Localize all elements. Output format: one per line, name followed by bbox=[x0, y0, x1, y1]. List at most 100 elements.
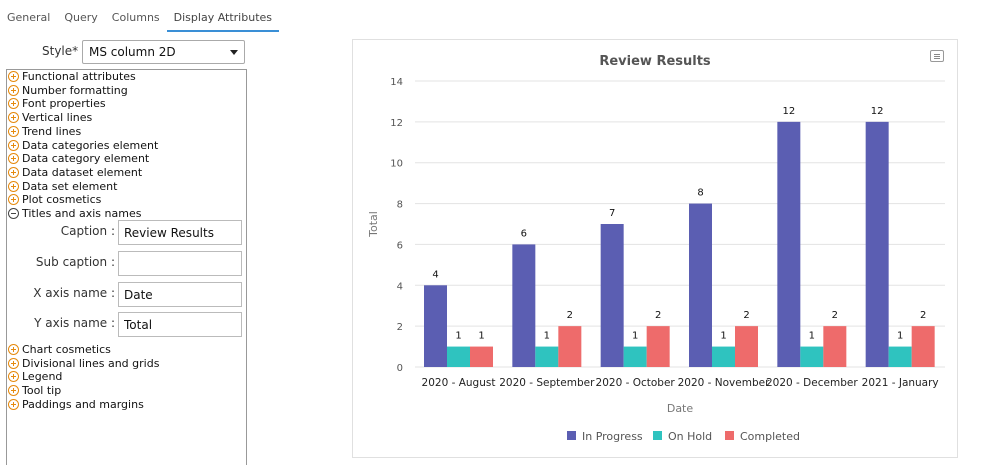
tree-item-paddings-and-margins[interactable]: Paddings and margins bbox=[8, 398, 144, 411]
chart-title: Review Results bbox=[599, 54, 711, 69]
tree-item-data-category-element[interactable]: Data category element bbox=[8, 152, 149, 165]
tree-item-label: Legend bbox=[22, 370, 63, 384]
x-tick-label: 2020 - November bbox=[678, 377, 770, 389]
data-label: 1 bbox=[455, 331, 461, 342]
expand-icon[interactable] bbox=[8, 112, 19, 124]
tree-item-functional-attributes[interactable]: Functional attributes bbox=[8, 70, 136, 83]
tree-item-data-categories-element[interactable]: Data categories element bbox=[8, 139, 158, 152]
tree-item-number-formatting[interactable]: Number formatting bbox=[8, 84, 128, 97]
legend-item: In Progress bbox=[582, 430, 643, 443]
bar-in-progress bbox=[777, 121, 801, 367]
tree-item-tool-tip[interactable]: Tool tip bbox=[8, 384, 61, 397]
expand-icon[interactable] bbox=[8, 166, 19, 178]
data-label: 12 bbox=[871, 106, 884, 117]
style-select[interactable]: MS column 2D bbox=[82, 40, 245, 64]
legend-swatch bbox=[725, 431, 734, 440]
expand-icon[interactable] bbox=[8, 194, 19, 206]
tree-item-trend-lines[interactable]: Trend lines bbox=[8, 125, 81, 138]
x-tick-label: 2020 - December bbox=[766, 377, 858, 389]
expand-icon[interactable] bbox=[8, 125, 19, 137]
x-tick-label: 2020 - August bbox=[422, 377, 496, 389]
expand-icon[interactable] bbox=[8, 98, 19, 110]
expand-icon[interactable] bbox=[8, 71, 19, 82]
y-tick-label: 4 bbox=[397, 281, 403, 292]
data-label: 1 bbox=[720, 331, 726, 342]
expand-icon[interactable] bbox=[8, 385, 19, 397]
legend-item: On Hold bbox=[668, 430, 712, 443]
data-label: 8 bbox=[697, 188, 703, 199]
chart-menu-button[interactable] bbox=[930, 50, 944, 62]
tree-item-label: Chart cosmetics bbox=[22, 343, 111, 356]
tab-query[interactable]: Query bbox=[64, 11, 98, 24]
expand-icon[interactable] bbox=[8, 139, 19, 151]
bar-completed bbox=[646, 326, 670, 367]
tree-item-label: Tool tip bbox=[22, 384, 62, 398]
bar-in-progress bbox=[424, 285, 447, 367]
tree-item-label: Font properties bbox=[22, 97, 106, 111]
tree-item-label: Plot cosmetics bbox=[22, 193, 102, 207]
expand-icon[interactable] bbox=[8, 357, 19, 369]
data-label: 1 bbox=[632, 331, 638, 342]
bar-on-hold bbox=[535, 346, 559, 367]
attributes-tree[interactable]: Functional attributes Number formatting Fo… bbox=[6, 69, 247, 465]
y-axis-name-input[interactable] bbox=[118, 312, 242, 337]
y-tick-label: 2 bbox=[397, 322, 403, 333]
data-label: 1 bbox=[897, 331, 903, 342]
x-axis-name-input[interactable] bbox=[118, 282, 242, 307]
tab-general[interactable]: General bbox=[7, 11, 51, 24]
y-tick-label: 6 bbox=[397, 240, 403, 251]
tree-item-font-properties[interactable]: Font properties bbox=[8, 97, 106, 110]
tree-item-label: Number formatting bbox=[22, 83, 128, 97]
bar-completed bbox=[470, 346, 493, 367]
collapse-icon[interactable] bbox=[8, 208, 19, 219]
bar-in-progress bbox=[512, 244, 536, 367]
expand-icon[interactable] bbox=[8, 344, 19, 355]
tree-item-data-dataset-element[interactable]: Data dataset element bbox=[8, 166, 142, 179]
x-tick-label: 2021 - January bbox=[862, 377, 939, 389]
tree-item-label: Paddings and margins bbox=[22, 397, 144, 411]
tree-item-label: Functional attributes bbox=[22, 70, 136, 83]
tree-item-label: Data set element bbox=[22, 179, 118, 193]
y-tick-label: 8 bbox=[397, 200, 403, 211]
data-label: 12 bbox=[782, 106, 795, 117]
tree-item-divisional-lines-and-grids[interactable]: Divisional lines and grids bbox=[8, 357, 159, 370]
expand-icon[interactable] bbox=[8, 153, 19, 165]
tree-item-chart-cosmetics[interactable]: Chart cosmetics bbox=[8, 343, 111, 356]
y-axis-name-label: Y axis name : bbox=[34, 316, 115, 330]
expand-icon[interactable] bbox=[8, 84, 19, 96]
chart-card: Review Results 0 2 4 6 8 10 12 14 Total 4 1 1 2020 -… bbox=[352, 39, 958, 458]
tab-columns[interactable]: Columns bbox=[111, 11, 160, 24]
data-label: 1 bbox=[478, 331, 484, 342]
bar-on-hold bbox=[800, 346, 824, 367]
legend-item: Completed bbox=[740, 430, 800, 443]
expand-icon[interactable] bbox=[8, 180, 19, 192]
tree-item-data-set-element[interactable]: Data set element bbox=[8, 180, 117, 193]
data-label: 1 bbox=[809, 331, 815, 342]
expand-icon[interactable] bbox=[8, 398, 19, 410]
tree-item-label: Titles and axis names bbox=[22, 207, 142, 220]
subcaption-label: Sub caption : bbox=[35, 255, 115, 269]
bar-on-hold bbox=[447, 346, 470, 367]
tree-item-legend[interactable]: Legend bbox=[8, 370, 62, 383]
x-axis-label: Date bbox=[667, 402, 694, 415]
data-label: 2 bbox=[832, 310, 838, 321]
data-label: 2 bbox=[655, 310, 661, 321]
data-label: 2 bbox=[567, 310, 573, 321]
data-label: 6 bbox=[521, 228, 527, 239]
style-select-value: MS column 2D bbox=[89, 45, 176, 59]
y-axis-label: Total bbox=[367, 211, 380, 238]
tree-item-label: Data categories element bbox=[22, 138, 159, 152]
tab-display-attributes[interactable]: Display Attributes bbox=[166, 0, 280, 32]
x-axis-name-label: X axis name : bbox=[33, 286, 115, 300]
expand-icon[interactable] bbox=[8, 371, 19, 383]
bar-completed bbox=[558, 326, 582, 367]
tree-item-label: Vertical lines bbox=[22, 111, 93, 125]
tree-item-plot-cosmetics[interactable]: Plot cosmetics bbox=[8, 193, 101, 206]
bar-completed bbox=[911, 326, 935, 367]
tree-item-titles-axis-names[interactable]: Titles and axis names bbox=[8, 207, 141, 220]
caption-input[interactable] bbox=[118, 220, 242, 245]
subcaption-input[interactable] bbox=[118, 251, 242, 276]
tree-item-vertical-lines[interactable]: Vertical lines bbox=[8, 111, 92, 124]
tree-item-label: Data dataset element bbox=[22, 165, 143, 179]
